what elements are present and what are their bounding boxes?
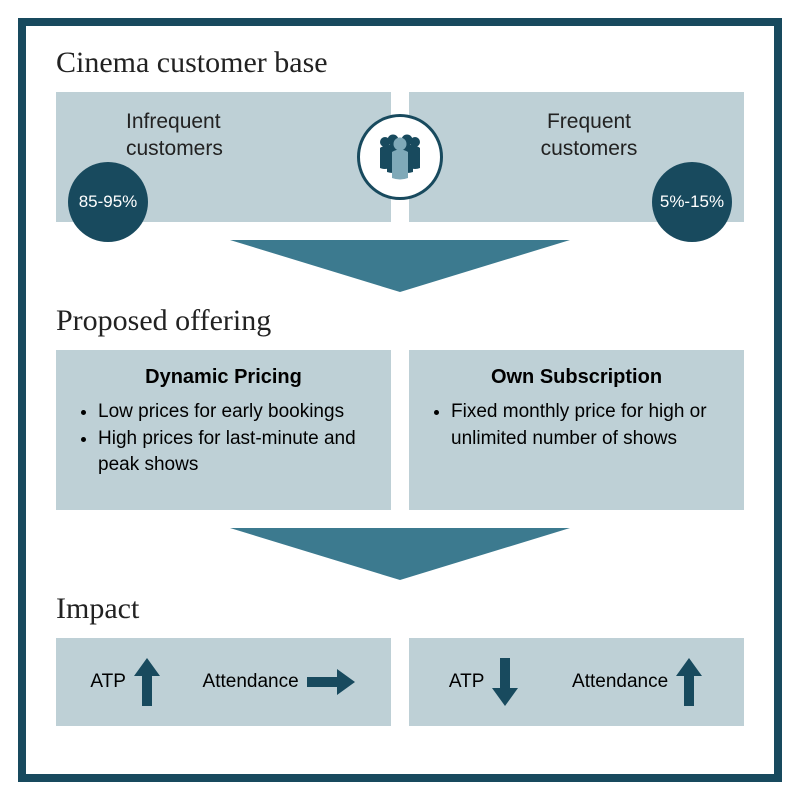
atp-metric-right: ATP <box>449 656 521 708</box>
people-group-icon <box>357 114 443 200</box>
arrow-right-icon <box>305 667 357 697</box>
list-item: Low prices for early bookings <box>98 399 371 426</box>
subscription-list: Fixed monthly price for high or unlimite… <box>429 399 724 452</box>
impact-right-card: ATP Attendance <box>409 638 744 726</box>
impact-left-card: ATP Attendance <box>56 638 391 726</box>
frequent-badge: 5%-15% <box>652 162 732 242</box>
attendance-label: Attendance <box>572 671 668 693</box>
section3-title: Impact <box>56 592 744 626</box>
down-arrow-1 <box>230 240 570 292</box>
down-arrow-2 <box>230 528 570 580</box>
atp-label: ATP <box>449 671 485 693</box>
frequent-customers-card: Frequent customers 5%-15% <box>409 92 744 222</box>
subscription-card: Own Subscription Fixed monthly price for… <box>409 350 744 510</box>
atp-metric-left: ATP <box>90 656 162 708</box>
list-item: High prices for last-minute and peak sho… <box>98 426 371 479</box>
infrequent-label: Infrequent customers <box>76 108 276 163</box>
offering-row: Dynamic Pricing Low prices for early boo… <box>56 350 744 510</box>
arrow-up-icon <box>132 656 162 708</box>
frequent-label: Frequent customers <box>429 108 679 163</box>
section1-title: Cinema customer base <box>56 46 744 80</box>
dynamic-pricing-heading: Dynamic Pricing <box>76 366 371 389</box>
dynamic-pricing-card: Dynamic Pricing Low prices for early boo… <box>56 350 391 510</box>
attendance-metric-right: Attendance <box>572 656 704 708</box>
infrequent-customers-card: Infrequent customers 85-95% <box>56 92 391 222</box>
attendance-metric-left: Attendance <box>203 667 357 697</box>
subscription-heading: Own Subscription <box>429 366 724 389</box>
attendance-label: Attendance <box>203 671 299 693</box>
infrequent-badge: 85-95% <box>68 162 148 242</box>
customer-base-row: Infrequent customers 85-95% Frequent cus… <box>56 92 744 222</box>
section2-title: Proposed offering <box>56 304 744 338</box>
impact-row: ATP Attendance ATP Attendance <box>56 638 744 726</box>
diagram-frame: Cinema customer base Infrequent customer… <box>18 18 782 782</box>
list-item: Fixed monthly price for high or unlimite… <box>451 399 724 452</box>
dynamic-pricing-list: Low prices for early bookings High price… <box>76 399 371 479</box>
arrow-down-icon <box>490 656 520 708</box>
atp-label: ATP <box>90 671 126 693</box>
arrow-up-icon <box>674 656 704 708</box>
